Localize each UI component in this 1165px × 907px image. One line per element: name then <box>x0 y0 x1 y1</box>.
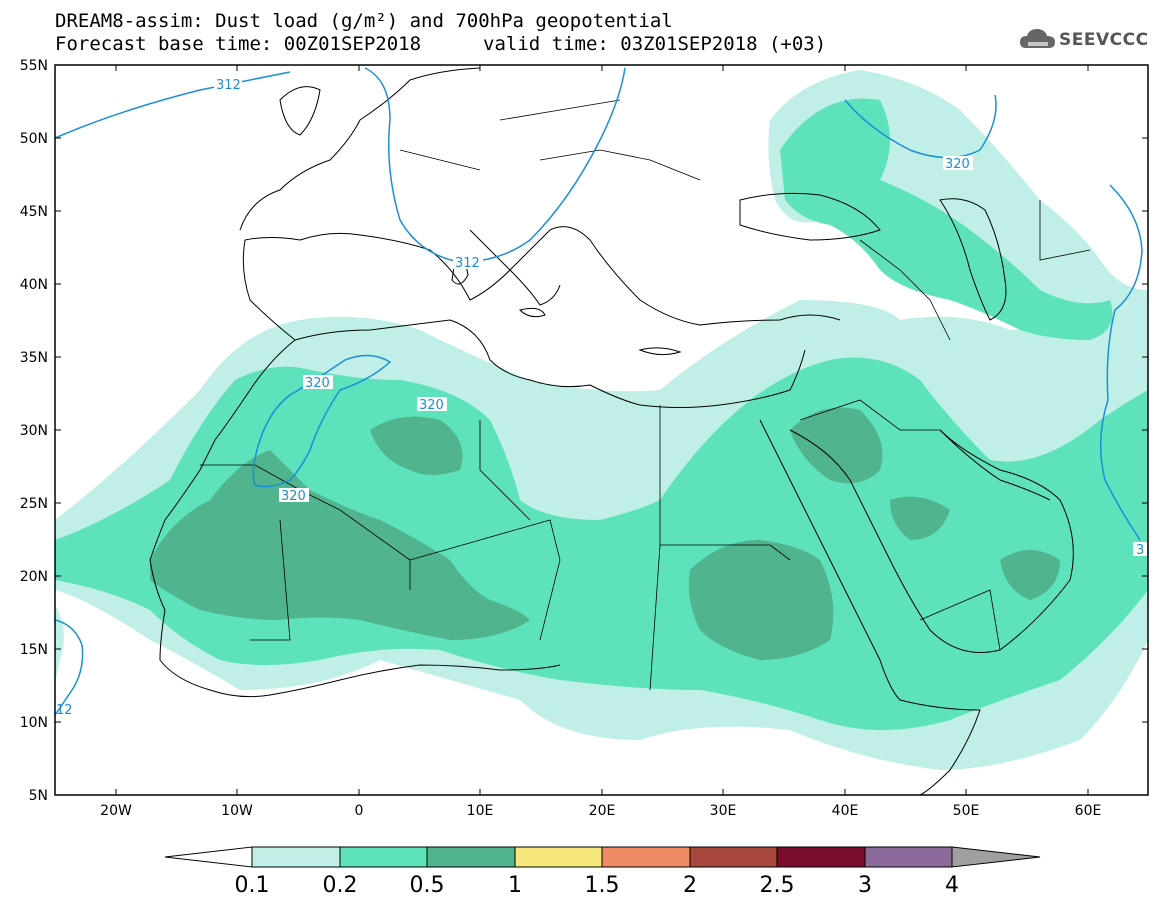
colorbar-label: 0.5 <box>410 873 445 898</box>
map-title: DREAM8-assim: Dust load (g/m²) and 700hP… <box>55 10 673 32</box>
colorbar-right-arrow <box>951 846 1041 868</box>
contour-label-morocco: 320 <box>305 376 330 391</box>
longitude-labels: 20W 10W 0 10E 20E 30E 40E 50E 60E <box>100 803 1101 819</box>
longitude-axis <box>115 65 1089 795</box>
logo-text: SEEVCCC <box>1059 30 1149 50</box>
lat-label: 25N <box>20 496 48 512</box>
lat-label: 20N <box>20 569 48 585</box>
lon-label: 50E <box>953 803 980 819</box>
borders <box>200 99 1091 691</box>
lon-label: 20E <box>589 803 616 819</box>
colorbar-label: 0.2 <box>323 873 358 898</box>
lon-label: 0 <box>355 803 364 819</box>
lat-label: 5N <box>29 788 48 804</box>
lon-label: 20W <box>100 803 132 819</box>
map-area: 312 312 320 320 320 320 12 3 <box>55 65 1148 795</box>
lat-label: 35N <box>20 350 48 366</box>
contour-label-east-edge: 3 <box>1136 543 1144 558</box>
lon-label: 10W <box>221 803 253 819</box>
colorbar-labels: 0.1 0.2 0.5 1 1.5 2 2.5 3 4 <box>235 873 960 898</box>
dust-level-dense <box>150 407 1060 660</box>
colorbar-left-arrow <box>164 846 253 868</box>
lon-label: 30E <box>710 803 737 819</box>
colorbar-swatch <box>689 846 778 868</box>
contour-label-caspian: 320 <box>945 157 970 172</box>
contour-label-algeria: 320 <box>419 398 444 413</box>
colorbar-label: 1.5 <box>585 873 620 898</box>
lon-label: 10E <box>467 803 494 819</box>
contour-label-atlantic-south: 12 <box>56 703 73 718</box>
colorbar-swatch <box>514 846 603 868</box>
valid-time: valid time: 03Z01SEP2018 (+03) <box>483 33 827 55</box>
contour-labels: 312 312 320 320 320 320 12 3 <box>56 77 1147 718</box>
lat-label: 50N <box>20 131 48 147</box>
lon-label: 40E <box>832 803 859 819</box>
colorbar-swatch <box>776 846 866 868</box>
colorbar-swatch <box>339 846 428 868</box>
lat-label: 45N <box>20 204 48 220</box>
lat-label: 40N <box>20 277 48 293</box>
lat-label: 15N <box>20 642 48 658</box>
lat-label: 55N <box>20 58 48 74</box>
forecast-base-time: Forecast base time: 00Z01SEP2018 <box>55 33 422 55</box>
cloud-icon <box>1020 29 1055 48</box>
coastlines <box>149 67 1074 795</box>
lat-label: 10N <box>20 715 48 731</box>
colorbar-label: 1 <box>508 873 522 898</box>
colorbar-label: 3 <box>858 873 872 898</box>
colorbar-swatch <box>426 846 516 868</box>
contour-label-italy: 312 <box>455 256 480 271</box>
latitude-labels: 55N 50N 45N 40N 35N 30N 25N 20N 15N 10N … <box>20 58 48 804</box>
colorbar-label: 4 <box>945 873 959 898</box>
contour-label-western-sahara: 320 <box>281 489 306 504</box>
colorbar-label: 0.1 <box>235 873 270 898</box>
colorbar-swatch <box>251 846 341 868</box>
contour-label-north-atlantic: 312 <box>216 78 241 93</box>
colorbar-swatch <box>864 846 953 868</box>
colorbar-swatch <box>601 846 691 868</box>
latitude-axis <box>55 64 1148 723</box>
lon-label: 60E <box>1075 803 1102 819</box>
colorbar-label: 2.5 <box>760 873 795 898</box>
colorbar <box>164 846 1041 868</box>
colorbar-label: 2 <box>683 873 697 898</box>
lat-label: 30N <box>20 423 48 439</box>
